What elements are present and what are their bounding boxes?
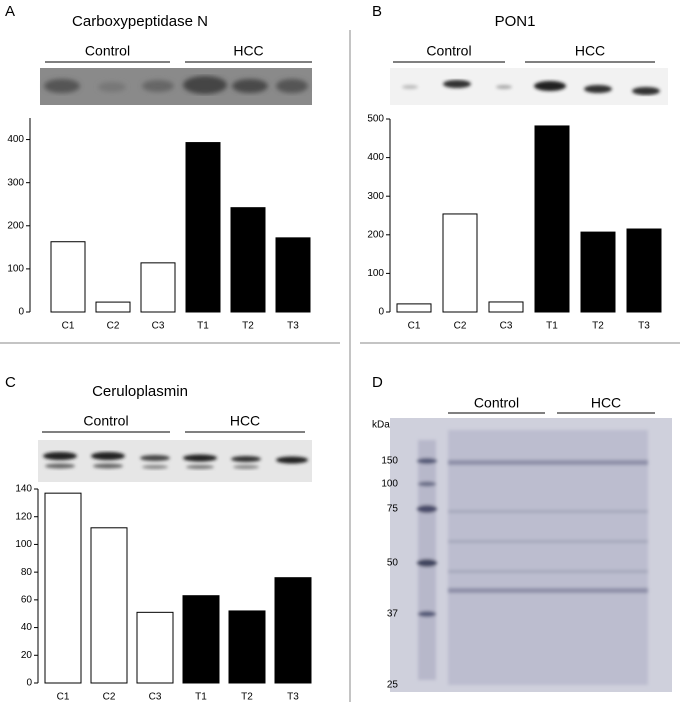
y-tick-label: 60 [21,594,33,605]
x-tick-label: T2 [592,321,604,332]
x-tick-label: C2 [454,321,467,332]
x-tick-label: C2 [107,321,120,332]
group-label: Control [474,395,519,411]
y-tick-label: 140 [15,484,32,495]
x-tick-label: T1 [197,321,209,332]
x-tick-label: T2 [241,692,253,703]
bar [580,231,616,313]
y-tick-label: 100 [367,268,384,279]
bar [95,301,131,313]
bar [228,610,266,684]
y-tick-label: 20 [21,650,33,661]
bar [534,125,570,313]
group-label: HCC [591,395,621,411]
marker-label: 75 [387,504,399,515]
marker-label: 50 [387,558,399,569]
panel-letter: A [5,3,15,20]
bar [90,527,128,684]
blot-a [40,68,312,105]
y-tick-label: 300 [7,177,24,188]
y-tick-label: 120 [15,511,32,522]
y-tick-label: 200 [367,229,384,240]
bar [488,301,524,313]
y-tick-label: 40 [21,622,33,633]
x-tick-label: T1 [546,321,558,332]
y-tick-label: 0 [18,307,24,318]
blot-c [38,440,312,482]
x-tick-label: C1 [62,321,75,332]
marker-label: 37 [387,609,399,620]
unit-label: kDa [372,420,390,431]
bar [182,595,220,684]
bar [44,492,82,684]
y-tick-label: 100 [15,539,32,550]
group-label: HCC [575,43,605,59]
x-tick-label: T3 [638,321,650,332]
x-tick-label: T1 [195,692,207,703]
blot-b [390,68,668,105]
bar [626,228,662,313]
x-tick-label: C3 [152,321,165,332]
group-label: HCC [233,43,263,59]
chart-title: Carboxypeptidase N [72,13,208,30]
group-label: Control [426,43,471,59]
x-tick-label: T2 [242,321,254,332]
chart-title: PON1 [495,13,536,30]
panel-letter: D [372,374,383,391]
gel [390,418,672,692]
bar [50,241,86,313]
y-tick-label: 500 [367,114,384,125]
group-label: HCC [230,413,260,429]
bar [136,611,174,684]
x-tick-label: C3 [500,321,513,332]
x-tick-label: T3 [287,692,299,703]
bar [185,142,221,313]
bar [274,577,312,684]
bar [442,213,478,313]
panel-letter: B [372,3,382,20]
chart-title: Ceruloplasmin [92,383,188,400]
y-tick-label: 0 [378,307,384,318]
group-label: Control [85,43,130,59]
bar [396,303,432,313]
group-label: Control [83,413,128,429]
marker-label: 25 [387,680,399,691]
y-tick-label: 400 [367,152,384,163]
y-tick-label: 400 [7,134,24,145]
bar [230,207,266,313]
x-tick-label: T3 [287,321,299,332]
y-tick-label: 200 [7,220,24,231]
y-tick-label: 0 [26,678,32,689]
y-tick-label: 80 [21,567,33,578]
bar [275,237,311,313]
y-tick-label: 100 [7,264,24,275]
panel-letter: C [5,374,16,391]
marker-label: 100 [381,479,398,490]
x-tick-label: C3 [149,692,162,703]
x-tick-label: C2 [103,692,116,703]
bar [140,262,176,313]
marker-label: 150 [381,456,398,467]
y-tick-label: 300 [367,191,384,202]
x-tick-label: C1 [408,321,421,332]
x-tick-label: C1 [57,692,70,703]
